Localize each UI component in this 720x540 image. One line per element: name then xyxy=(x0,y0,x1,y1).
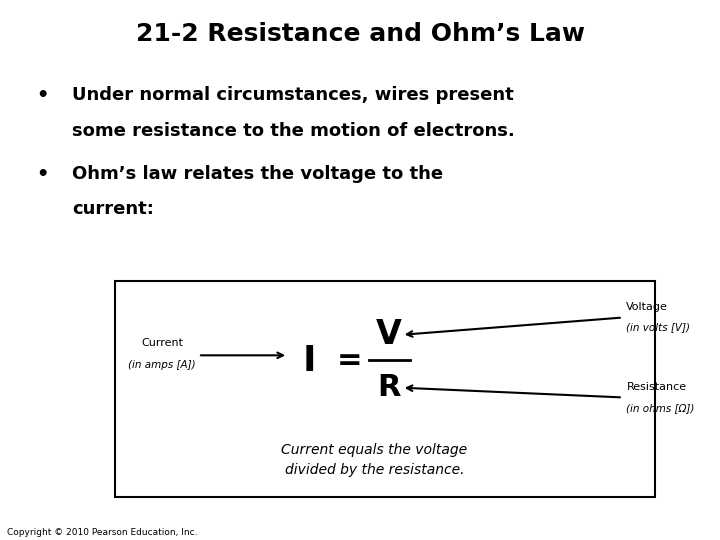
Text: Copyright © 2010 Pearson Education, Inc.: Copyright © 2010 Pearson Education, Inc. xyxy=(7,528,198,537)
Text: Current: Current xyxy=(141,339,183,348)
Text: V: V xyxy=(376,318,402,352)
Text: Ohm’s law relates the voltage to the: Ohm’s law relates the voltage to the xyxy=(72,165,443,183)
Text: (in ohms [Ω]): (in ohms [Ω]) xyxy=(626,403,695,413)
Text: R: R xyxy=(377,373,400,402)
Text: Under normal circumstances, wires present: Under normal circumstances, wires presen… xyxy=(72,86,514,104)
Text: •: • xyxy=(36,86,48,105)
Text: Voltage: Voltage xyxy=(626,302,668,312)
Text: •: • xyxy=(36,165,48,184)
Text: Current equals the voltage
divided by the resistance.: Current equals the voltage divided by th… xyxy=(282,443,467,477)
Text: (in amps [A]): (in amps [A]) xyxy=(128,360,196,370)
Text: 21-2 Resistance and Ohm’s Law: 21-2 Resistance and Ohm’s Law xyxy=(135,22,585,45)
Text: Resistance: Resistance xyxy=(626,382,687,392)
FancyBboxPatch shape xyxy=(115,281,655,497)
Text: current:: current: xyxy=(72,200,154,218)
Text: (in volts [V]): (in volts [V]) xyxy=(626,322,690,332)
Text: some resistance to the motion of electrons.: some resistance to the motion of electro… xyxy=(72,122,515,139)
Text: =: = xyxy=(336,346,362,375)
Text: I: I xyxy=(303,344,316,377)
